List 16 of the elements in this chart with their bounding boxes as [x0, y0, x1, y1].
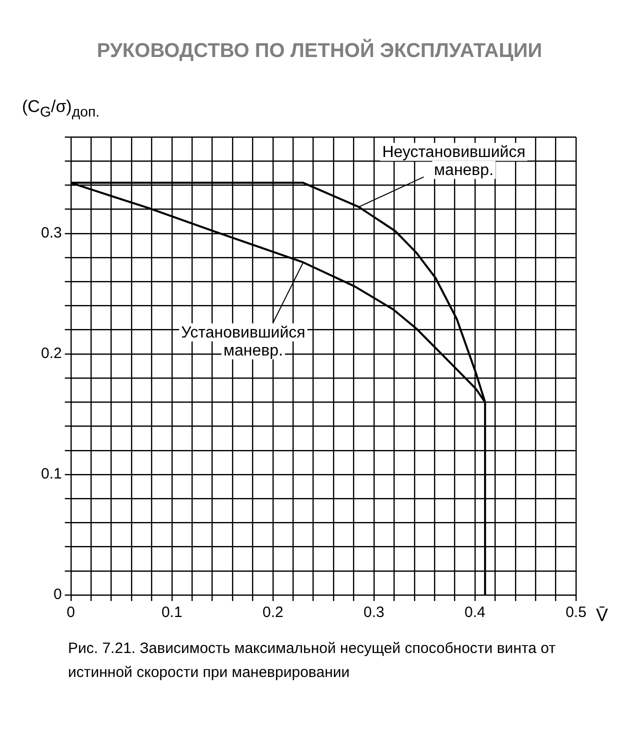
- x-tick-label: 0: [66, 604, 76, 622]
- y-axis-title: (C$_{G}$/σ)$_{доп.}$: [22, 97, 101, 122]
- x-tick-label: 0.5: [566, 604, 586, 622]
- chart-title: РУКОВОДСТВО ПО ЛЕТНОЙ ЭКСПЛУАТАЦИИ: [96, 40, 544, 63]
- x-tick-label: 0.4: [464, 604, 486, 622]
- x-axis-title: V̄: [596, 605, 608, 625]
- annotation: Установившийся маневр.: [181, 324, 306, 360]
- x-tick-label: 0.3: [364, 604, 384, 622]
- y-tick-label: 0: [54, 586, 62, 604]
- y-tick-label: 0.1: [40, 466, 62, 483]
- y-tick-label: 0.2: [40, 345, 62, 362]
- x-tick-label: 0.1: [161, 604, 182, 622]
- annotation: Неустановившийся маневр.: [382, 144, 526, 179]
- text: Рис. 7.21. Зависимость максимальной несущей способности винта от истинной скорости при маневрировании: [68, 639, 557, 683]
- x-tick-label: 0.2: [262, 604, 284, 622]
- y-tick-label: 0.3: [40, 224, 62, 242]
